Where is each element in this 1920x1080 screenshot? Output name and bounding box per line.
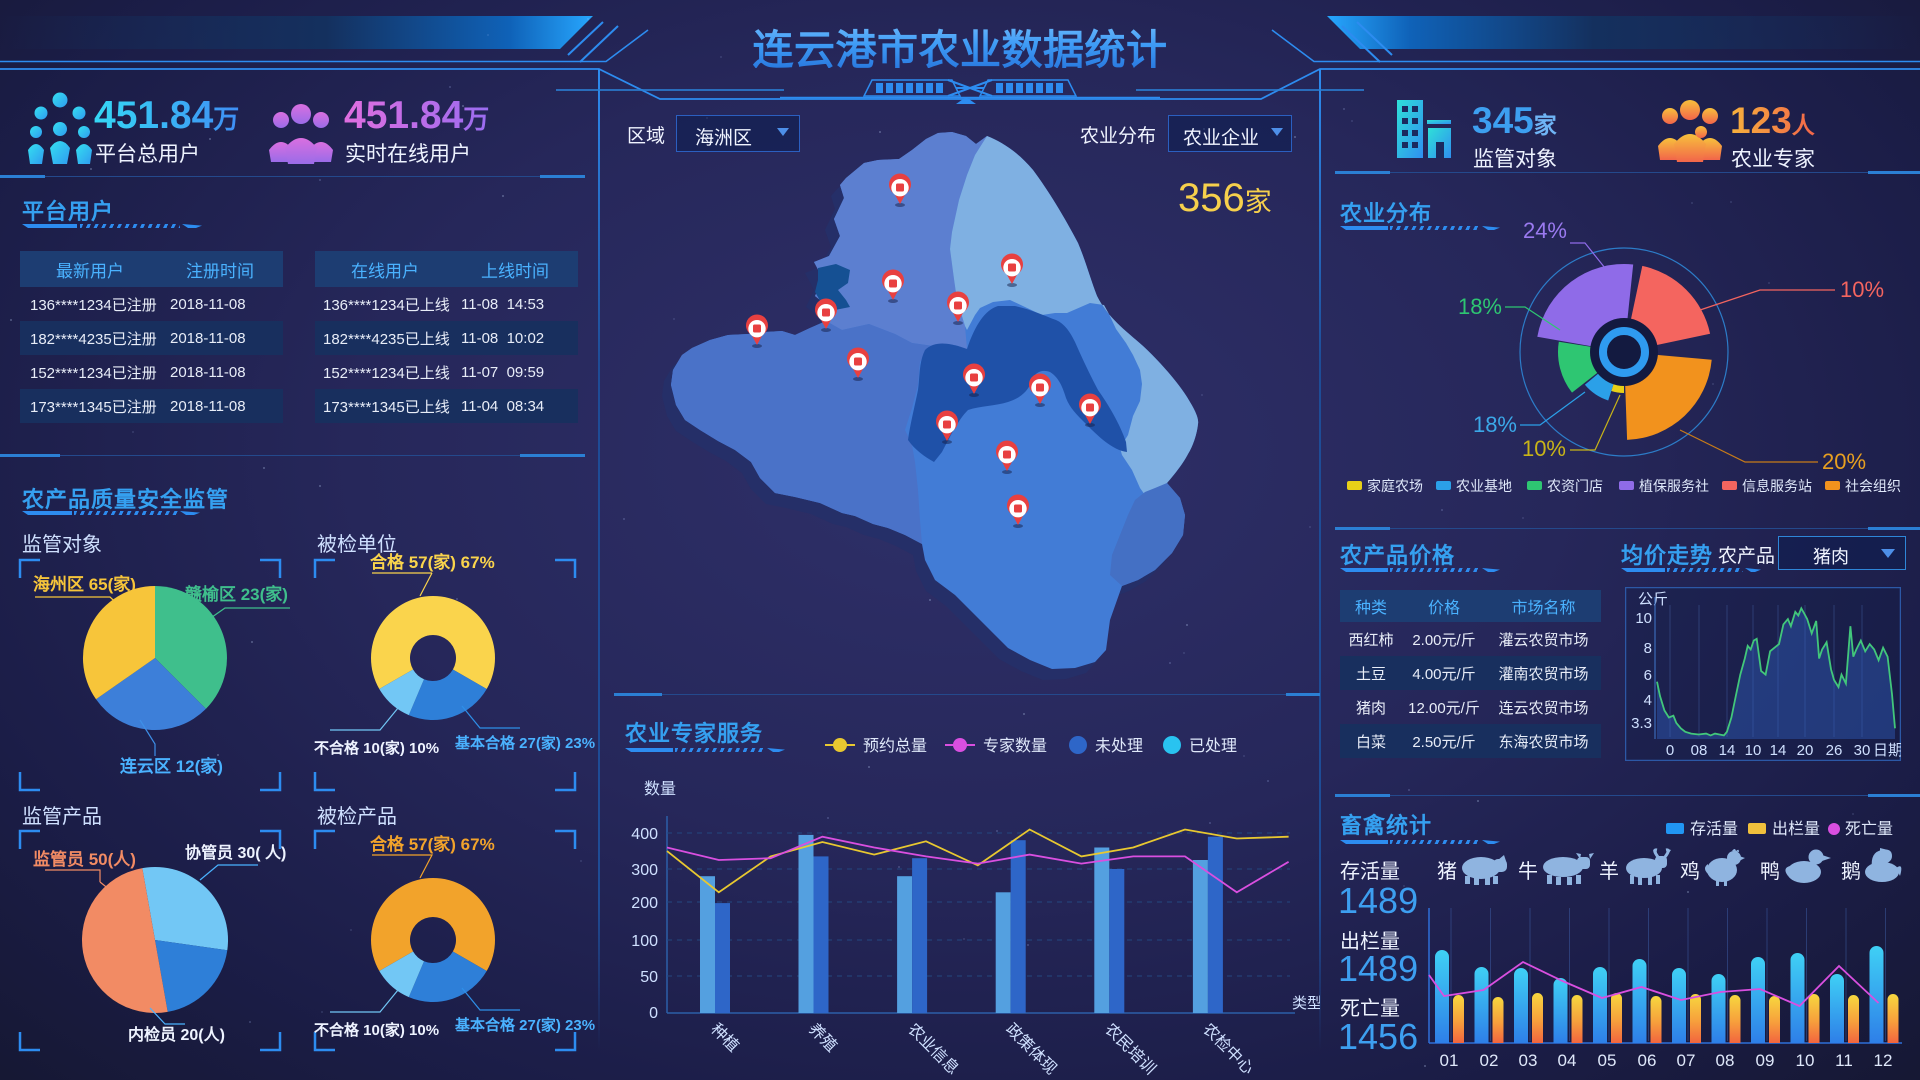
svg-text:农民培训: 农民培训 — [1101, 1020, 1159, 1078]
svg-text:14: 14 — [1770, 742, 1787, 759]
svg-text:200: 200 — [631, 895, 658, 912]
svg-text:不合格 10(家) 10%: 不合格 10(家) 10% — [314, 1021, 439, 1039]
svg-text:18%: 18% — [1458, 294, 1502, 319]
svg-text:24%: 24% — [1523, 218, 1567, 243]
svg-text:农业基地: 农业基地 — [1456, 478, 1512, 494]
svg-text:已处理: 已处理 — [1189, 737, 1237, 755]
svg-text:08: 08 — [1716, 1051, 1735, 1070]
svg-text:04: 04 — [1558, 1051, 1577, 1070]
svg-text:合格 57(家) 67%: 合格 57(家) 67% — [370, 552, 495, 572]
svg-text:合格 57(家) 67%: 合格 57(家) 67% — [370, 834, 495, 854]
svg-text:家庭农场: 家庭农场 — [1367, 478, 1423, 494]
svg-text:05: 05 — [1598, 1051, 1617, 1070]
svg-text:出栏量: 出栏量 — [1772, 820, 1820, 838]
svg-text:公斤: 公斤 — [1638, 591, 1668, 608]
svg-text:8: 8 — [1644, 640, 1652, 657]
svg-text:赣榆区 23(家): 赣榆区 23(家) — [185, 584, 288, 604]
svg-text:基本合格 27(家) 23%: 基本合格 27(家) 23% — [454, 1016, 595, 1034]
svg-text:06: 06 — [1638, 1051, 1657, 1070]
svg-text:基本合格 27(家) 23%: 基本合格 27(家) 23% — [454, 734, 595, 752]
svg-text:监管员 50(人): 监管员 50(人) — [33, 849, 136, 869]
svg-text:0: 0 — [649, 1005, 658, 1022]
svg-text:类型: 类型 — [1292, 995, 1320, 1012]
svg-text:存活量: 存活量 — [1690, 820, 1738, 838]
svg-text:14: 14 — [1719, 742, 1736, 759]
svg-text:3.3: 3.3 — [1631, 715, 1652, 732]
svg-text:鸭: 鸭 — [1760, 860, 1780, 883]
svg-text:10: 10 — [1796, 1051, 1815, 1070]
svg-text:4: 4 — [1644, 692, 1652, 709]
svg-text:100: 100 — [631, 933, 658, 950]
svg-text:10%: 10% — [1522, 436, 1566, 461]
svg-text:种植: 种植 — [707, 1020, 742, 1055]
svg-text:预约总量: 预约总量 — [863, 737, 927, 755]
svg-text:300: 300 — [631, 862, 658, 879]
svg-text:农检中心: 农检中心 — [1199, 1020, 1257, 1078]
svg-text:20%: 20% — [1822, 449, 1866, 474]
svg-text:日期: 日期 — [1873, 742, 1901, 759]
svg-text:400: 400 — [631, 826, 658, 843]
svg-text:政策体现: 政策体现 — [1002, 1020, 1060, 1078]
svg-text:10: 10 — [1745, 742, 1762, 759]
svg-text:海州区 65(家): 海州区 65(家) — [33, 574, 136, 594]
svg-text:社会组织: 社会组织 — [1845, 478, 1901, 494]
svg-text:死亡量: 死亡量 — [1845, 820, 1893, 838]
svg-text:牛: 牛 — [1518, 860, 1538, 883]
svg-text:专家数量: 专家数量 — [983, 737, 1047, 755]
svg-text:农业信息: 农业信息 — [904, 1020, 962, 1078]
svg-text:07: 07 — [1677, 1051, 1696, 1070]
svg-text:11: 11 — [1835, 1051, 1853, 1070]
svg-text:10: 10 — [1635, 610, 1652, 627]
svg-text:协管员 30( 人): 协管员 30( 人) — [185, 843, 286, 862]
svg-text:10%: 10% — [1840, 277, 1884, 302]
svg-text:03: 03 — [1519, 1051, 1538, 1070]
svg-text:连云区 12(家): 连云区 12(家) — [120, 756, 223, 776]
svg-text:植保服务社: 植保服务社 — [1639, 478, 1709, 494]
svg-text:猪: 猪 — [1437, 860, 1457, 883]
svg-text:内检员 20(人): 内检员 20(人) — [128, 1025, 225, 1044]
svg-text:数量: 数量 — [644, 780, 676, 798]
svg-text:08: 08 — [1691, 742, 1708, 759]
svg-text:26: 26 — [1826, 742, 1843, 759]
svg-text:30: 30 — [1854, 742, 1871, 759]
svg-text:01: 01 — [1440, 1051, 1459, 1070]
svg-text:养殖: 养殖 — [805, 1020, 840, 1055]
svg-text:鸡: 鸡 — [1680, 860, 1700, 883]
svg-text:09: 09 — [1756, 1051, 1775, 1070]
svg-text:12: 12 — [1874, 1051, 1893, 1070]
svg-text:鹅: 鹅 — [1841, 860, 1861, 883]
svg-text:农资门店: 农资门店 — [1547, 478, 1603, 494]
svg-text:不合格 10(家) 10%: 不合格 10(家) 10% — [314, 739, 439, 757]
svg-text:6: 6 — [1644, 667, 1652, 684]
svg-text:20: 20 — [1797, 742, 1814, 759]
svg-text:信息服务站: 信息服务站 — [1742, 478, 1812, 494]
svg-text:02: 02 — [1480, 1051, 1499, 1070]
svg-text:未处理: 未处理 — [1095, 737, 1143, 755]
svg-text:羊: 羊 — [1599, 860, 1619, 883]
svg-text:0: 0 — [1666, 742, 1674, 759]
svg-text:50: 50 — [640, 969, 658, 986]
svg-text:18%: 18% — [1473, 412, 1517, 437]
